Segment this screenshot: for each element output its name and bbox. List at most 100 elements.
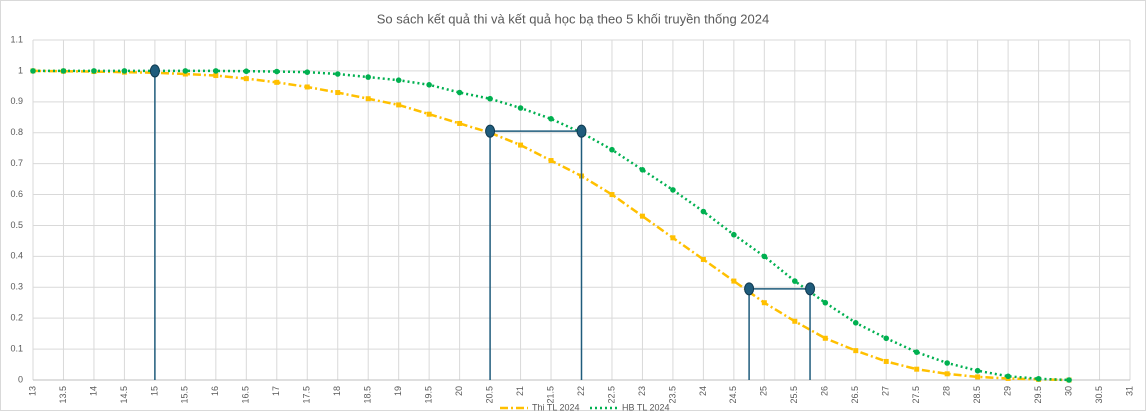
x-tick-label: 27 (881, 386, 891, 396)
point-marker (548, 116, 554, 122)
x-tick-label: 22 (576, 386, 586, 396)
x-tick-label: 28.5 (972, 386, 982, 404)
x-tick-label: 21 (515, 386, 525, 396)
x-tick-label: 21.5 (545, 386, 555, 404)
point-marker (700, 208, 707, 215)
point-marker (365, 74, 371, 80)
point-marker (944, 371, 950, 377)
x-tick-label: 15.5 (180, 386, 190, 404)
point-marker (639, 167, 646, 173)
point-marker (700, 256, 706, 262)
point-marker (243, 68, 250, 75)
point-marker (121, 68, 128, 74)
point-marker (944, 360, 950, 366)
x-tick-label: 24.5 (728, 386, 738, 404)
x-tick-label: 19.5 (424, 386, 434, 404)
point-marker (852, 320, 859, 326)
x-tick-label: 30 (1063, 386, 1073, 396)
guide-point (576, 124, 587, 138)
point-marker (761, 300, 767, 306)
x-tick-label: 16.5 (241, 386, 251, 404)
x-tick-label: 31 (1124, 386, 1134, 396)
point-marker (609, 146, 615, 153)
guide-point (485, 124, 496, 138)
point-marker (395, 77, 402, 83)
point-marker (30, 68, 36, 74)
point-marker (365, 96, 371, 102)
point-marker (974, 367, 981, 374)
x-tick-label: 28 (942, 386, 952, 396)
point-marker (548, 158, 554, 164)
point-marker (335, 90, 341, 96)
point-marker (274, 79, 280, 85)
point-marker (487, 95, 493, 102)
x-tick-label: 26 (820, 386, 830, 396)
x-tick-label: 13 (27, 386, 37, 396)
point-marker (213, 68, 219, 74)
point-marker (457, 120, 463, 126)
point-marker (1005, 373, 1011, 380)
point-marker (883, 358, 889, 364)
point-marker (975, 374, 981, 380)
point-marker (1035, 375, 1042, 382)
y-tick-label: 0.6 (10, 189, 23, 199)
point-marker (456, 89, 463, 96)
y-tick-label: 0.9 (10, 96, 23, 106)
x-tick-label: 24 (698, 386, 708, 396)
x-tick-label: 30.5 (1094, 386, 1104, 404)
point-marker (91, 68, 97, 74)
x-tick-label: 25.5 (789, 386, 799, 404)
point-marker (761, 253, 768, 260)
point-marker (639, 213, 645, 219)
x-tick-label: 14.5 (119, 386, 129, 404)
x-tick-label: 20 (454, 386, 464, 396)
point-marker (913, 349, 920, 355)
x-tick-label: 19 (393, 386, 403, 396)
point-marker (914, 366, 920, 372)
x-tick-label: 14 (88, 386, 98, 396)
x-tick-label: 22.5 (606, 386, 616, 404)
y-tick-label: 1.1 (10, 34, 23, 44)
x-tick-label: 17 (271, 386, 281, 396)
point-marker (273, 68, 280, 75)
y-tick-label: 0.5 (10, 220, 23, 230)
point-marker (822, 299, 829, 306)
y-tick-label: 1 (18, 65, 23, 75)
y-tick-label: 0.2 (10, 313, 23, 323)
y-tick-label: 0.3 (10, 282, 23, 292)
point-marker (517, 105, 524, 111)
legend-label: Thi TL 2024 (532, 402, 580, 411)
point-marker (670, 187, 676, 193)
point-marker (182, 68, 189, 74)
x-tick-label: 25 (759, 386, 769, 396)
x-tick-label: 13.5 (58, 386, 68, 404)
x-tick-label: 17.5 (302, 386, 312, 404)
x-tick-label: 29 (1002, 386, 1012, 396)
guide-point (805, 282, 816, 296)
point-marker (1066, 377, 1072, 383)
point-marker (60, 68, 67, 74)
point-marker (731, 231, 737, 238)
y-tick-label: 0.8 (10, 127, 23, 137)
x-tick-label: 26.5 (850, 386, 860, 404)
x-tick-label: 29.5 (1033, 386, 1043, 404)
point-marker (518, 142, 524, 148)
x-tick-label: 16 (210, 386, 220, 396)
point-marker (304, 69, 311, 75)
x-tick-label: 20.5 (484, 386, 494, 404)
point-marker (792, 318, 798, 324)
chart-title: So sách kết quả thi và kết quả học bạ th… (377, 11, 769, 26)
series-line (33, 69, 1070, 382)
y-tick-label: 0.4 (10, 251, 23, 261)
guide-point (149, 64, 160, 78)
legend-label: HB TL 2024 (622, 402, 670, 411)
x-tick-label: 23 (637, 386, 647, 396)
x-tick-label: 18 (332, 386, 342, 396)
y-tick-label: 0.1 (10, 343, 23, 353)
point-marker (426, 82, 432, 88)
x-tick-label: 18.5 (363, 386, 373, 404)
y-tick-label: 0 (18, 374, 23, 384)
